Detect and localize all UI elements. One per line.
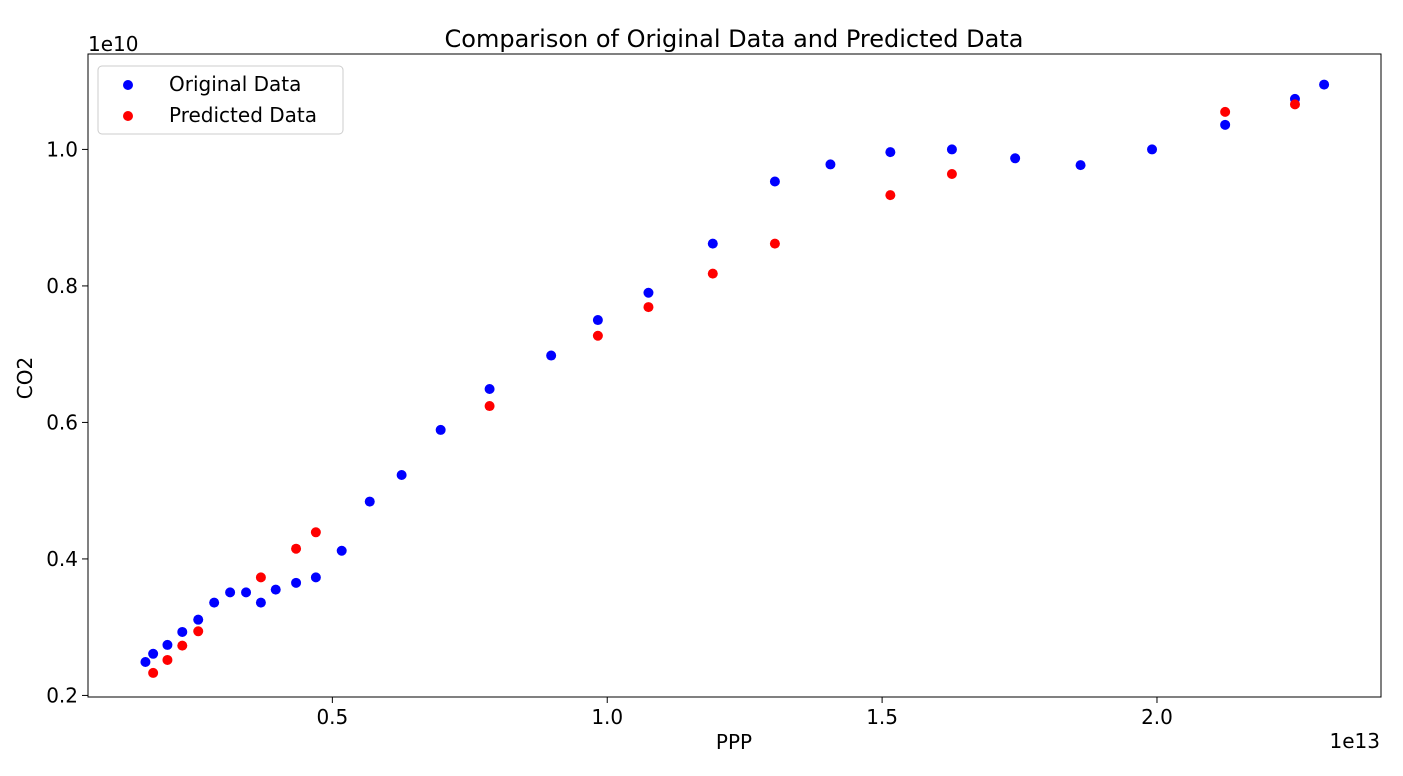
original-data-point (1147, 144, 1158, 155)
legend-marker-original (123, 80, 133, 90)
original-data-point (396, 469, 407, 480)
x-tick-label: 0.5 (316, 705, 348, 729)
original-data-point (643, 287, 654, 298)
original-data-point (707, 238, 718, 249)
y-tick-label: 0.8 (46, 274, 78, 298)
original-data-point (162, 639, 173, 650)
original-data-point (310, 572, 321, 583)
predicted-data-point (643, 302, 654, 313)
y-tick-label: 1.0 (46, 137, 78, 161)
original-data-point (885, 147, 896, 158)
predicted-data-point (193, 626, 204, 637)
legend-label-predicted: Predicted Data (169, 103, 317, 127)
predicted-data-point (291, 543, 302, 554)
x-tick-label: 1.5 (866, 705, 898, 729)
y-tick-label: 0.4 (46, 547, 78, 571)
predicted-data-point (707, 268, 718, 279)
legend-box (97, 65, 344, 135)
x-axis-label: PPP (716, 730, 752, 754)
original-data-point (1010, 153, 1021, 164)
predicted-data-point (148, 667, 159, 678)
original-data-point (270, 584, 281, 595)
original-data-point (148, 648, 159, 659)
predicted-data-point (162, 654, 173, 665)
original-data-point (140, 656, 151, 667)
original-data-point (946, 144, 957, 155)
original-data-point (769, 176, 780, 187)
original-data-point (825, 159, 836, 170)
plot-frame (87, 53, 1382, 698)
x-offset-label: 1e13 (1330, 729, 1380, 753)
original-data-point (1319, 79, 1330, 90)
predicted-data-point (885, 190, 896, 201)
predicted-data-point (255, 572, 266, 583)
original-data-point (255, 597, 266, 608)
original-data-point (291, 577, 302, 588)
predicted-data-point (1289, 99, 1300, 110)
predicted-data-point (1220, 106, 1231, 117)
original-data-point (592, 315, 603, 326)
series-predicted (148, 99, 1300, 678)
original-data-point (225, 587, 236, 598)
original-data-point (209, 597, 220, 608)
y-offset-label: 1e10 (88, 32, 138, 56)
legend-label-original: Original Data (169, 72, 301, 96)
original-data-point (1220, 119, 1231, 130)
axis-ticks: 0.5 1.0 1.5 2.0 0.2 0.4 0.6 0.8 1.0 (46, 137, 1173, 729)
y-tick-label: 0.6 (46, 410, 78, 434)
legend: Original Data Predicted Data (97, 65, 344, 135)
original-data-point (546, 350, 557, 361)
original-data-point (241, 587, 252, 598)
y-tick-label: 0.2 (46, 683, 78, 707)
original-data-point (435, 424, 446, 435)
predicted-data-point (769, 238, 780, 249)
original-data-point (177, 626, 188, 637)
y-axis-label: CO2 (13, 357, 37, 399)
original-data-point (336, 545, 347, 556)
x-tick-label: 1.0 (591, 705, 623, 729)
original-data-point (1075, 160, 1086, 171)
chart-title: Comparison of Original Data and Predicte… (445, 25, 1024, 53)
x-tick-label: 2.0 (1141, 705, 1173, 729)
predicted-data-point (484, 401, 495, 412)
predicted-data-point (310, 527, 321, 538)
data-points (140, 79, 1330, 678)
predicted-data-point (592, 330, 603, 341)
predicted-data-point (946, 168, 957, 179)
original-data-point (364, 496, 375, 507)
original-data-point (193, 614, 204, 625)
predicted-data-point (177, 640, 188, 651)
legend-marker-predicted (123, 111, 133, 121)
series-original (140, 79, 1330, 667)
original-data-point (484, 383, 495, 394)
